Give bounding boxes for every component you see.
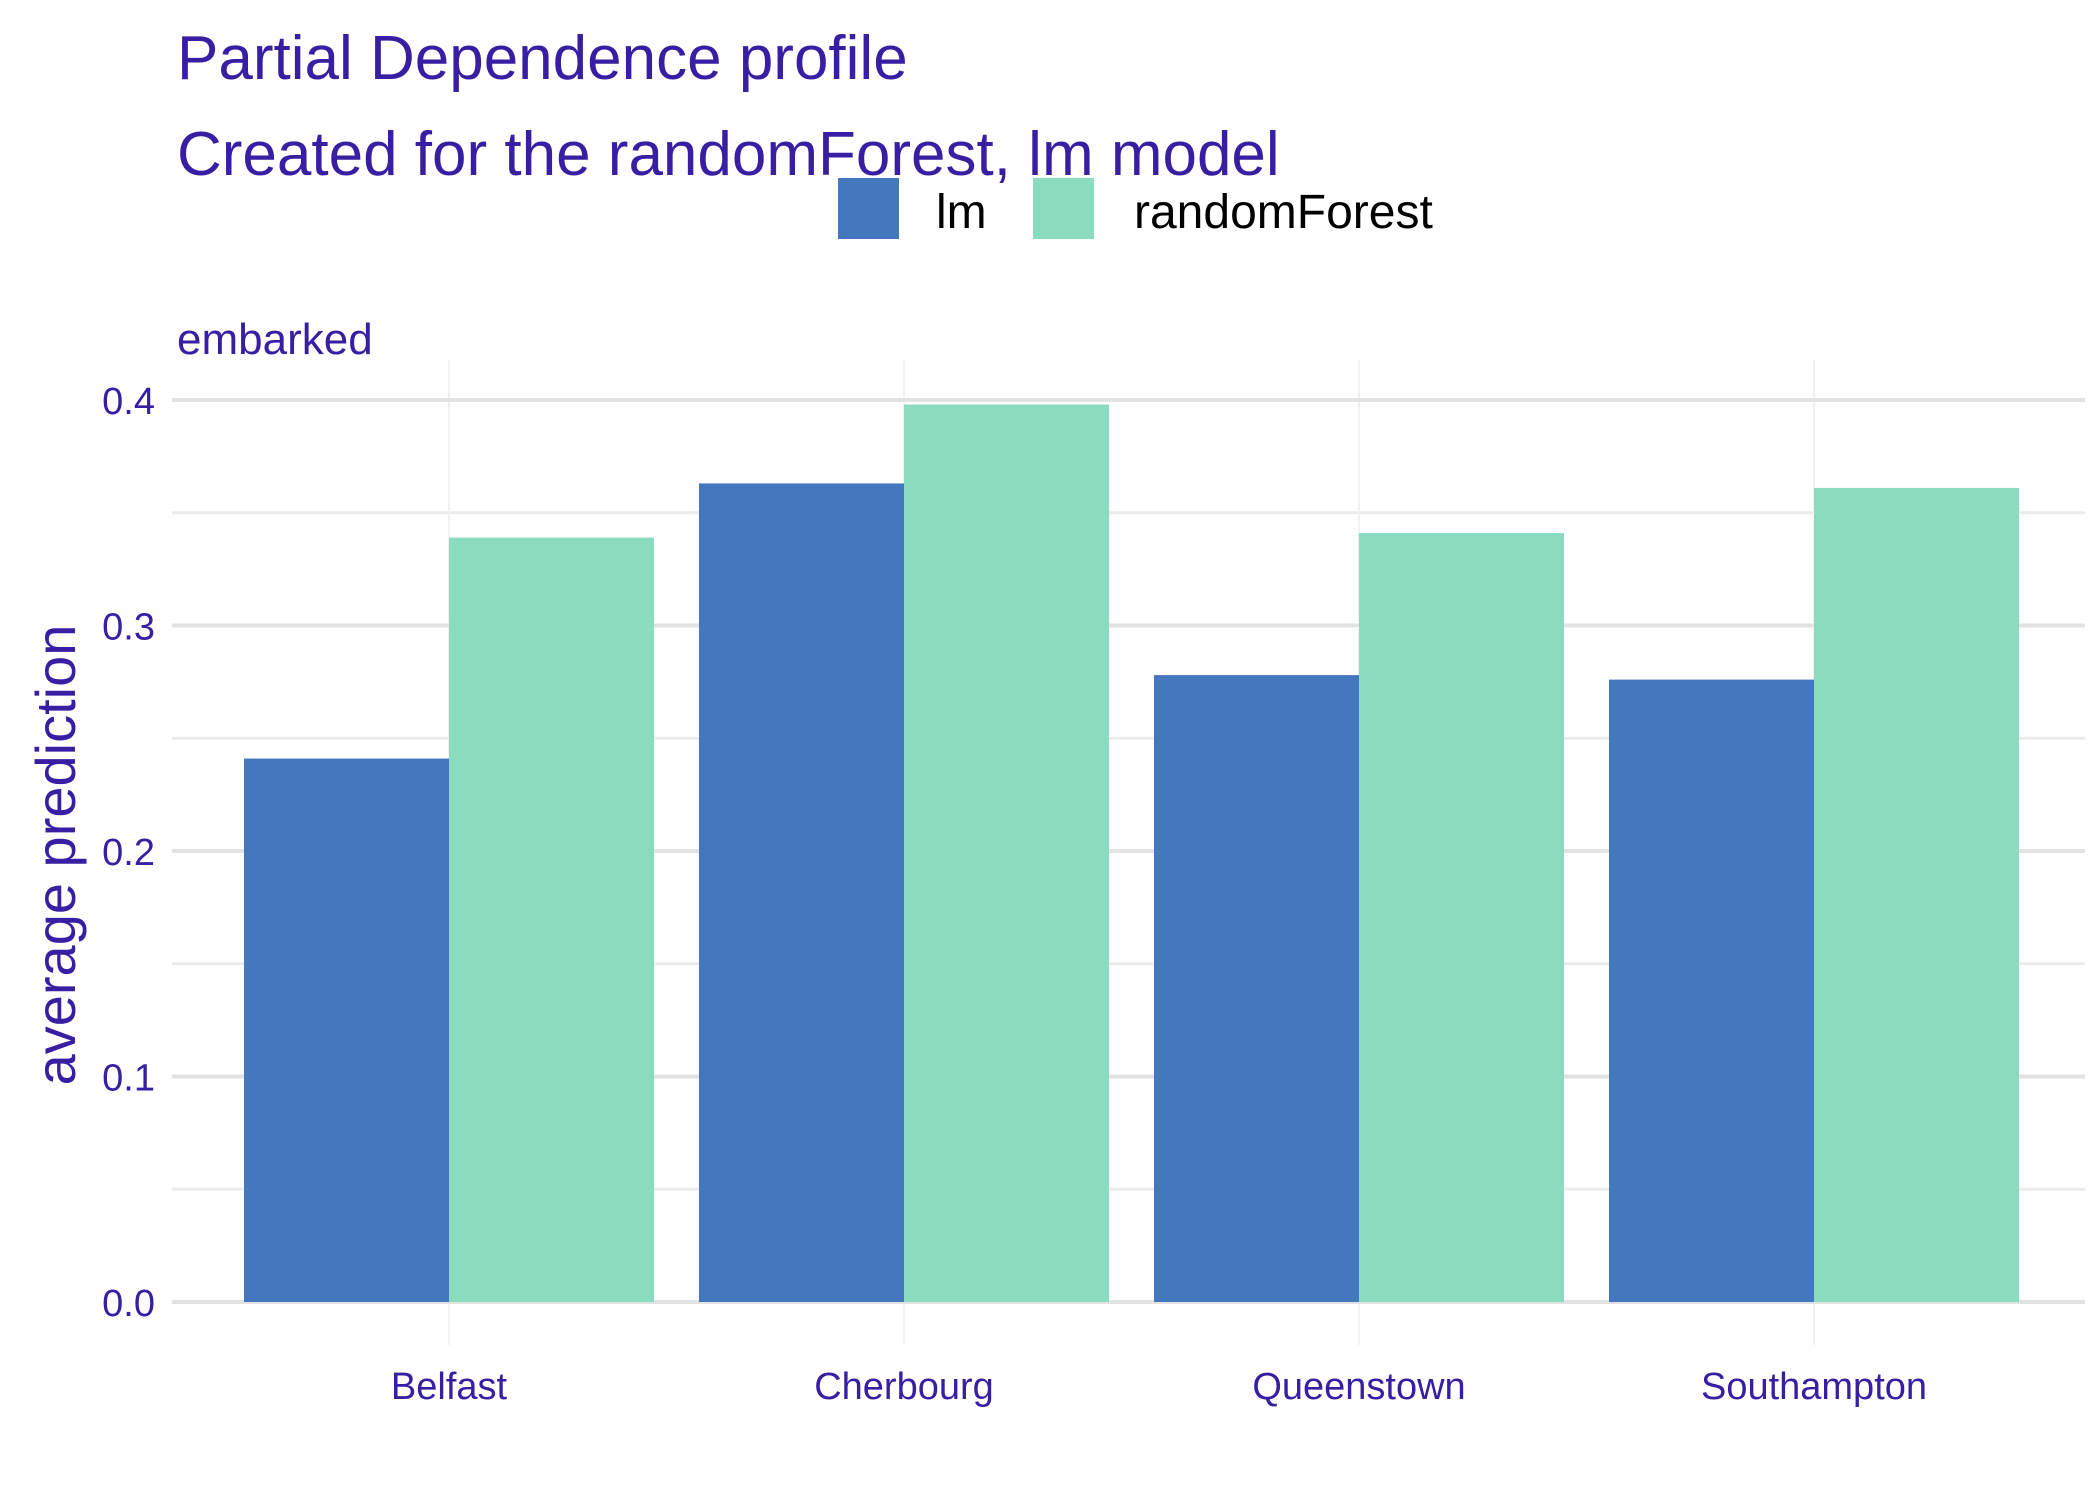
bar-randomForest-cherbourg [904,404,1109,1302]
legend-label: randomForest [1134,186,1433,239]
x-tick-label: Queenstown [1252,1366,1465,1408]
y-axis-title: average prediction [24,625,87,1086]
legend-key-randomForest [1033,178,1094,239]
chart-title: Partial Dependence profile [177,24,908,93]
bar-lm-cherbourg [699,483,904,1302]
chart-subtitle: Created for the randomForest, lm model [177,120,1280,189]
tick-labels: 0.0 0.1 0.2 0.3 0.4 Belfast Cherbourg Queenstow… [102,381,1927,1408]
y-tick-label: 0.0 [102,1283,155,1325]
bar-lm-queenstown [1154,675,1359,1302]
bar-randomForest-belfast [449,537,654,1302]
y-tick-label: 0.2 [102,832,155,874]
y-tick-label: 0.1 [102,1058,155,1100]
legend-key-lm [838,178,899,239]
bar-randomForest-southampton [1814,487,2019,1302]
bar-lm-southampton [1609,679,1814,1302]
bar-randomForest-queenstown [1359,533,1564,1302]
x-tick-label: Southampton [1701,1366,1927,1408]
x-tick-label: Cherbourg [814,1366,994,1408]
bar-lm-belfast [244,758,449,1302]
bars [244,404,2019,1302]
y-tick-label: 0.3 [102,607,155,649]
legend: lm randomForest [838,178,1433,239]
legend-label: lm [936,186,987,239]
panel-label: embarked [177,315,373,364]
y-tick-label: 0.4 [102,381,155,423]
x-tick-label: Belfast [391,1366,508,1408]
